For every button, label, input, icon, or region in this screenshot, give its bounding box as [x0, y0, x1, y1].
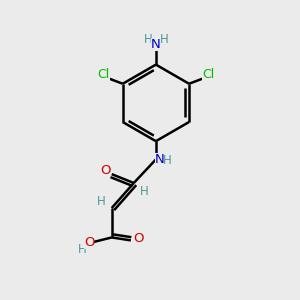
Text: H: H — [140, 185, 148, 198]
Text: H: H — [163, 154, 172, 167]
Text: Cl: Cl — [98, 68, 110, 81]
Text: Cl: Cl — [202, 68, 214, 81]
Text: H: H — [78, 243, 87, 256]
Text: O: O — [84, 236, 94, 249]
Text: N: N — [154, 153, 164, 166]
Text: H: H — [144, 33, 152, 46]
Text: O: O — [133, 232, 143, 245]
Text: N: N — [151, 38, 161, 51]
Text: H: H — [97, 195, 106, 208]
Text: O: O — [100, 164, 110, 177]
Text: H: H — [160, 33, 168, 46]
